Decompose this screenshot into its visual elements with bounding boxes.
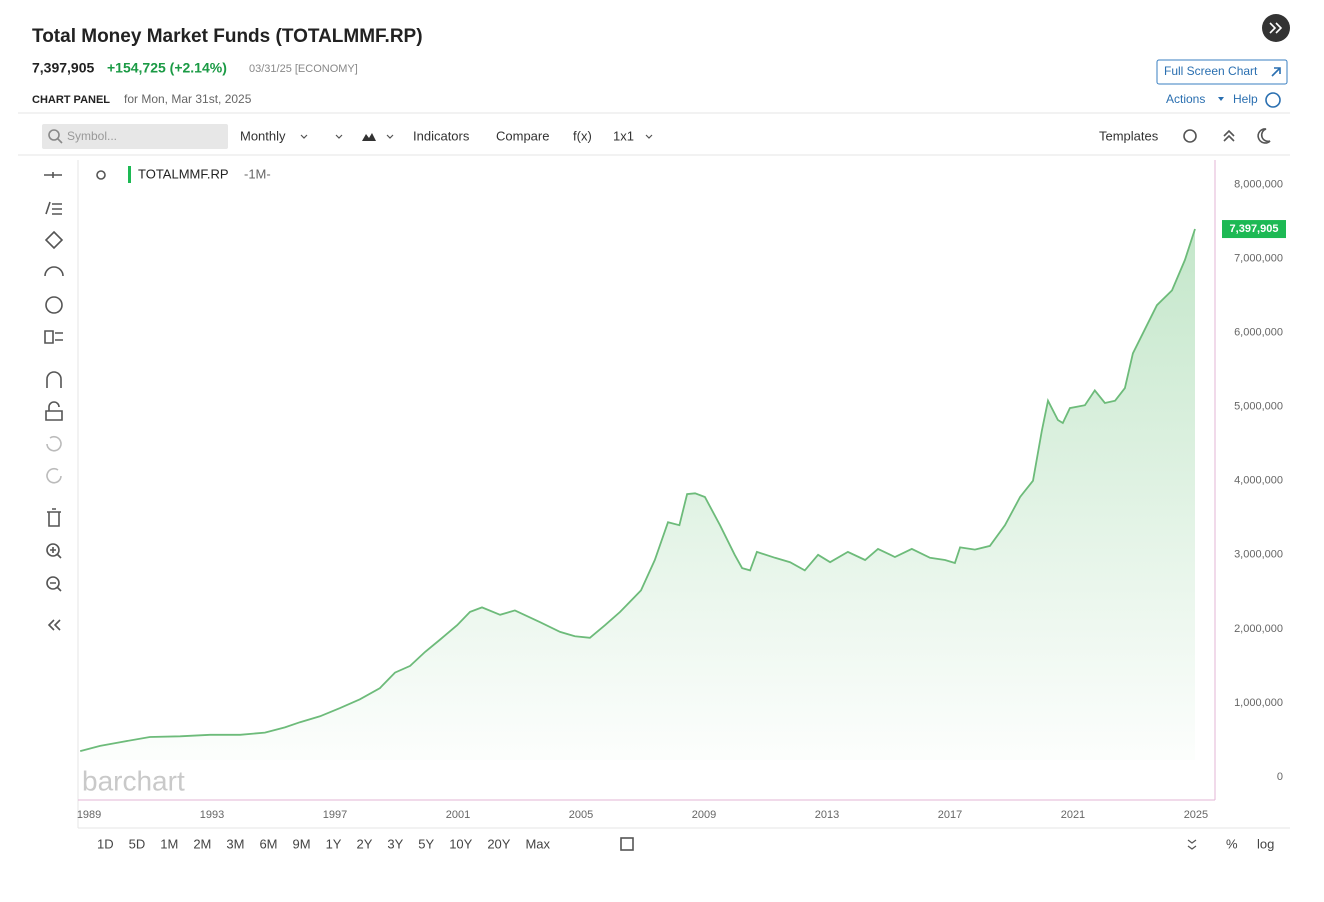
tool-delete[interactable] <box>47 508 61 527</box>
range-button[interactable]: Max <box>525 836 550 851</box>
y-tick-label: 6,000,000 <box>1234 326 1283 338</box>
date: 03/31/25 [ECONOMY] <box>249 63 358 75</box>
expand-icon[interactable] <box>1223 129 1235 142</box>
panel-label: CHART PANEL <box>32 94 110 106</box>
y-tick-label: 3,000,000 <box>1234 549 1283 561</box>
y-tick-label: 0 <box>1277 771 1283 783</box>
x-tick-label: 2025 <box>1184 809 1208 821</box>
help-icon <box>1265 92 1281 108</box>
x-tick-label: 2013 <box>815 809 839 821</box>
legend-period: -1M- <box>244 166 271 181</box>
theme-icon[interactable] <box>1257 128 1271 144</box>
external-icon <box>1271 67 1281 77</box>
tool-zoom-out[interactable] <box>46 576 60 590</box>
current-value-badge <box>1222 220 1286 239</box>
tool-fib[interactable] <box>45 201 62 215</box>
tool-collapse[interactable] <box>47 619 61 631</box>
x-tick-label: 2005 <box>569 809 593 821</box>
x-tick-label: 1993 <box>200 809 224 821</box>
x-tick-label: 2017 <box>938 809 962 821</box>
x-tick-label: 2021 <box>1061 809 1085 821</box>
templates[interactable]: Templates <box>1099 128 1159 143</box>
full-screen-label: Full Screen Chart <box>1164 64 1258 78</box>
range-button[interactable]: 20Y <box>487 836 510 851</box>
line <box>79 228 1196 752</box>
range-button[interactable]: 1M <box>160 836 178 851</box>
range-button[interactable]: 3Y <box>387 836 403 851</box>
x-tick-label: 1997 <box>323 809 347 821</box>
legend-symbol: TOTALMMF.RP <box>138 166 229 181</box>
tool-lock[interactable] <box>45 401 63 421</box>
visibility-icon[interactable] <box>96 170 106 180</box>
dropdown-carets <box>300 134 653 139</box>
indicators[interactable]: Indicators <box>413 128 470 143</box>
panel-date: for Mon, Mar 31st, 2025 <box>124 92 252 106</box>
symbol-placeholder: Symbol... <box>67 129 117 143</box>
x-tick-label: 2009 <box>692 809 716 821</box>
tool-line[interactable] <box>44 172 62 178</box>
search-icon-handle <box>57 138 63 144</box>
tool-arc[interactable] <box>44 266 64 277</box>
range-button[interactable]: 5Y <box>418 836 434 851</box>
tool-undo[interactable] <box>46 435 62 452</box>
y-tick-label: 7,000,000 <box>1234 252 1283 264</box>
scale-button[interactable]: % <box>1226 836 1238 851</box>
range-button[interactable]: 1D <box>97 836 114 851</box>
area <box>80 229 1196 760</box>
x-tick-label: 2001 <box>446 809 470 821</box>
settings-icon[interactable] <box>1183 129 1197 143</box>
range-button[interactable]: 2M <box>193 836 211 851</box>
tool-zoom-in[interactable] <box>46 543 60 557</box>
current-value-label: 7,397,905 <box>1230 223 1279 235</box>
range-button[interactable]: 3M <box>226 836 244 851</box>
y-tick-label: 2,000,000 <box>1234 623 1283 635</box>
full-screen-button[interactable] <box>1156 59 1288 85</box>
tool-measure[interactable] <box>44 330 63 344</box>
range-button[interactable]: 5D <box>129 836 146 851</box>
range-button[interactable]: 1Y <box>326 836 342 851</box>
title: Total Money Market Funds (TOTALMMF.RP) <box>32 26 423 47</box>
compare[interactable]: Compare <box>496 128 549 143</box>
y-tick-label: 8,000,000 <box>1234 178 1283 190</box>
collapse-icon <box>1269 22 1283 34</box>
range-button[interactable]: 2Y <box>356 836 372 851</box>
y-tick-label: 4,000,000 <box>1234 475 1283 487</box>
calendar-icon[interactable] <box>620 837 634 851</box>
actions[interactable]: Actions <box>1166 92 1205 106</box>
layout[interactable]: 1x1 <box>613 128 634 143</box>
range-button[interactable]: 10Y <box>449 836 472 851</box>
symbol-input[interactable] <box>42 124 228 149</box>
legend-swatch <box>128 166 131 183</box>
range-button[interactable]: 6M <box>259 836 277 851</box>
tool-zoom-in-mark <box>50 547 62 559</box>
search-icon <box>48 129 60 141</box>
drawing-tools <box>44 172 64 631</box>
scale-button[interactable]: log <box>1257 836 1274 851</box>
tool-redo[interactable] <box>46 467 62 484</box>
x-tick-label: 1989 <box>77 809 101 821</box>
tool-magnet[interactable] <box>46 371 62 388</box>
caret <box>1218 97 1224 101</box>
watermark: barchart <box>82 765 185 796</box>
y-tick-label: 1,000,000 <box>1234 697 1283 709</box>
tool-zoom-out-mark <box>50 582 62 592</box>
fx[interactable]: f(x) <box>573 128 592 143</box>
tool-shape[interactable] <box>44 230 64 250</box>
help[interactable]: Help <box>1233 92 1258 106</box>
chart-type-icon[interactable] <box>362 133 376 141</box>
range-button[interactable]: 9M <box>293 836 311 851</box>
y-tick-label: 5,000,000 <box>1234 401 1283 413</box>
interval[interactable]: Monthly <box>240 128 286 143</box>
tool-count[interactable] <box>45 296 63 314</box>
change: +154,725 (+2.14%) <box>107 60 227 76</box>
more-icon[interactable] <box>1187 839 1197 850</box>
price: 7,397,905 <box>32 60 94 76</box>
